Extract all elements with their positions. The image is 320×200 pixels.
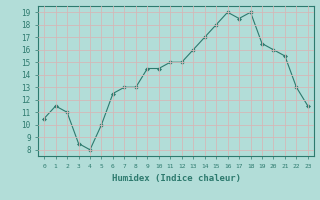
X-axis label: Humidex (Indice chaleur): Humidex (Indice chaleur) bbox=[111, 174, 241, 183]
